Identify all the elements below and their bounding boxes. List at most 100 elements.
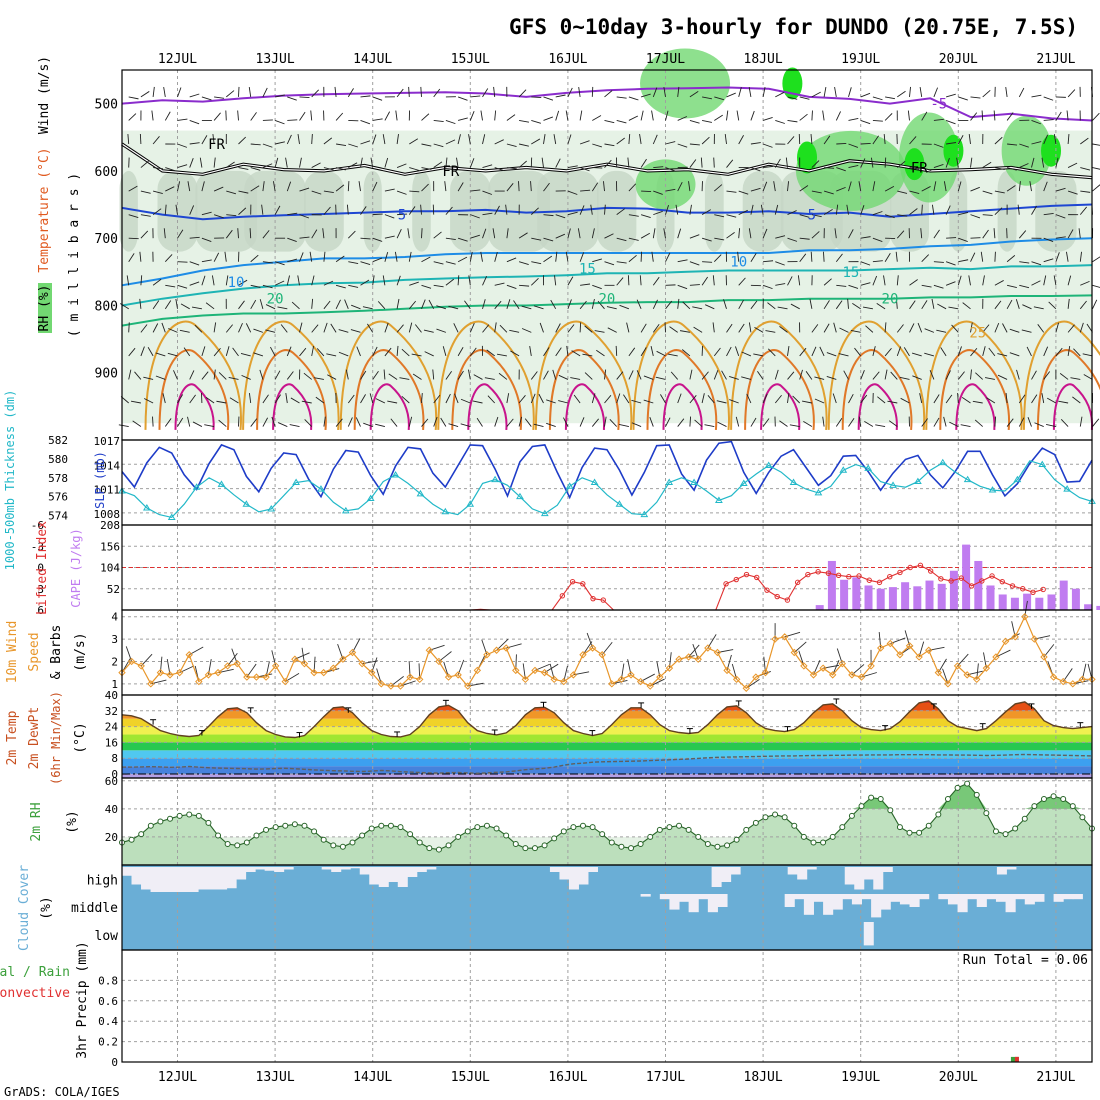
wind-barb <box>579 110 583 121</box>
cape-bar <box>937 583 946 610</box>
wind-barb <box>521 328 532 333</box>
wind-barb <box>1018 230 1027 239</box>
rh-marker <box>138 831 145 838</box>
cloud-gap-high <box>264 867 275 871</box>
contour-label: 20 <box>599 292 616 308</box>
wind-barb <box>177 87 182 98</box>
wind-barb <box>153 167 164 170</box>
li-marker <box>590 595 596 602</box>
rh-marker <box>676 822 683 829</box>
wind-barb <box>382 275 386 286</box>
cloud-gap-middle <box>851 894 863 905</box>
wind-barb <box>274 205 281 215</box>
cloud-gap-high <box>721 867 732 882</box>
wind-barb <box>792 395 801 404</box>
wind-marker <box>617 675 626 684</box>
wind-barb <box>482 212 493 216</box>
thickness-marker <box>739 479 748 486</box>
wind-barb <box>1019 143 1029 148</box>
rh-marker <box>925 822 932 829</box>
wind-barb <box>457 96 468 101</box>
cape-bar <box>925 580 934 610</box>
rh-shade-green <box>640 48 731 119</box>
wind-barb <box>1006 418 1014 427</box>
wind-barb <box>433 416 438 427</box>
wind-barb <box>591 418 599 427</box>
top-date-label: 20JUL <box>939 52 978 67</box>
wind-barb-10m <box>601 641 613 656</box>
wind-barb <box>823 278 832 286</box>
wind-marker <box>1030 635 1039 643</box>
wind-marker <box>742 684 750 692</box>
wind-barb <box>513 300 520 310</box>
wind-barb <box>884 322 887 333</box>
wind-barb <box>189 158 194 168</box>
wind-barb <box>943 181 947 192</box>
warm-isotherm <box>760 383 801 430</box>
wind-barb <box>665 167 676 172</box>
wind-barb <box>677 284 688 290</box>
wind-barb <box>833 322 837 333</box>
wind-barb <box>179 329 190 333</box>
cloud-gap-middle <box>1005 894 1016 913</box>
wind-barb <box>748 322 752 333</box>
wind-barb <box>1009 352 1020 357</box>
li-marker <box>948 578 954 584</box>
rh-marker <box>195 812 202 819</box>
wind-barb <box>961 397 971 404</box>
rh-marker <box>983 810 990 817</box>
wind-barb <box>189 205 195 215</box>
wind-barb <box>518 181 520 192</box>
bottom-date-label: 16JUL <box>548 1070 587 1085</box>
wind-barb <box>262 284 273 289</box>
cape-bar <box>901 582 910 610</box>
wind-marker <box>982 664 991 672</box>
wind-barb <box>993 110 996 121</box>
li-marker <box>846 574 852 580</box>
wind-barb <box>199 157 203 168</box>
wind-barb <box>760 204 764 215</box>
wind-barb <box>779 326 788 333</box>
wind-barb <box>604 416 607 427</box>
li-marker <box>876 579 883 586</box>
wind-barb <box>655 376 666 380</box>
wind-barb <box>670 371 679 380</box>
wind-barb <box>650 346 654 357</box>
rh-marker <box>800 833 807 840</box>
wind-barb <box>229 397 239 404</box>
cloud-gap-high <box>350 867 361 869</box>
wind-barb <box>909 208 918 215</box>
wind-barb <box>201 346 206 357</box>
wind-barb <box>872 211 883 216</box>
wind-barb <box>310 110 313 121</box>
wind-barb <box>957 371 965 380</box>
cloud-gap-high <box>568 867 579 890</box>
rh-marker <box>647 833 654 840</box>
wind-barb <box>1048 301 1057 310</box>
wind-barb <box>865 325 874 333</box>
wind-marker <box>531 666 539 675</box>
warm-isotherm <box>339 320 438 430</box>
wind-barb <box>822 110 825 121</box>
wind-barb <box>714 96 725 101</box>
wind-barb <box>823 135 831 145</box>
wind-barb <box>763 165 774 168</box>
contour-label: 20 <box>882 292 899 308</box>
wind-barb <box>265 304 276 310</box>
wind-barb <box>810 133 813 145</box>
warm-isotherm <box>939 349 1010 430</box>
wind-barb <box>164 418 172 427</box>
wind-barb <box>277 306 288 310</box>
rh-marker <box>810 839 817 846</box>
cloud-gap-high <box>806 867 817 870</box>
cloud-gap-high <box>787 867 798 875</box>
wind-barb <box>943 416 947 427</box>
wind-barb <box>433 284 444 288</box>
wind-barb <box>531 138 541 145</box>
cloud-gap-middle <box>957 894 968 913</box>
wind-barb <box>726 231 735 239</box>
wind-barb <box>940 347 947 357</box>
wind-barb <box>615 345 618 356</box>
wind-barb <box>1009 328 1020 333</box>
bottom-date-label: 19JUL <box>841 1070 880 1085</box>
